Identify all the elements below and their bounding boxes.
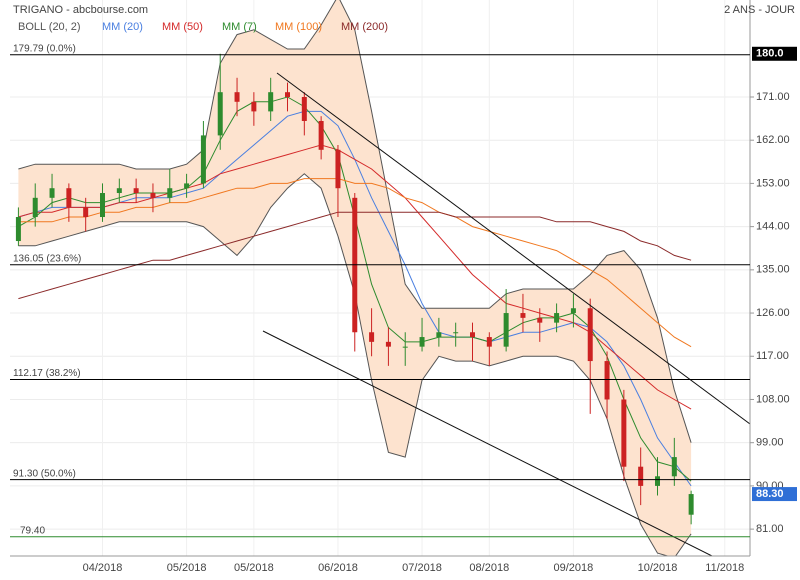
y-tick-label: 162.00: [756, 134, 790, 146]
candle-body: [32, 197, 38, 218]
legend-label: MM (50): [162, 21, 203, 33]
bollinger-upper: [18, 0, 692, 443]
axes: 81.0090.0099.00108.00117.00126.00135.001…: [83, 46, 797, 574]
candle-body: [49, 188, 55, 198]
x-tick-label: 10/2018: [638, 562, 678, 574]
candle-body: [604, 361, 610, 400]
moving-average: [18, 144, 692, 410]
candle-body: [217, 92, 223, 136]
candle-body: [671, 457, 677, 477]
candle-body: [369, 332, 375, 342]
candle-body: [167, 188, 173, 198]
last-price-badge: [752, 487, 797, 502]
y-tick-label: 108.00: [756, 393, 790, 405]
candle-body: [688, 494, 694, 515]
y-tick-label: 144.00: [756, 221, 790, 233]
legend-label: MM (20): [102, 21, 143, 33]
candle-body: [234, 92, 240, 102]
trend-line: [262, 330, 713, 556]
candle-body: [402, 346, 408, 348]
candle-body: [655, 476, 660, 486]
candle-body: [184, 183, 190, 189]
candle-body: [268, 92, 274, 112]
legend-label: MM (200): [341, 21, 388, 33]
y-tick-label: 171.00: [756, 91, 790, 103]
last-price-badge-label: 88.30: [756, 488, 784, 500]
legend-label: MM (7): [222, 21, 257, 33]
candle-body: [116, 188, 122, 194]
candle-body: [66, 188, 72, 208]
candle-body: [638, 466, 644, 486]
candle-body: [251, 101, 257, 112]
candle-body: [520, 313, 526, 318]
trend-line: [276, 72, 750, 425]
fib-label: 136.05 (23.6%): [13, 253, 81, 264]
legend-label: BOLL (20, 2): [18, 21, 81, 33]
trend-lines: [262, 72, 750, 556]
x-tick-label: 07/2018: [402, 562, 442, 574]
y-tick-label: 81.00: [756, 523, 784, 535]
candle-body: [453, 332, 459, 334]
x-tick-label: 04/2018: [83, 562, 123, 574]
candle-body: [200, 135, 206, 184]
fib-label: 112.17 (38.2%): [13, 368, 81, 379]
candle-body: [301, 96, 307, 121]
candle-body: [503, 313, 509, 347]
x-tick-label: 08/2018: [469, 562, 509, 574]
candle-body: [537, 317, 543, 323]
fib-label: 79.40: [20, 525, 45, 536]
y-tick-label: 135.00: [756, 264, 790, 276]
candle-body: [621, 399, 627, 467]
candle-body: [285, 92, 290, 97]
y-tick-label: 117.00: [756, 350, 789, 362]
candle-body: [385, 341, 391, 347]
fib-label: 179.79 (0.0%): [13, 43, 76, 54]
chart-title: TRIGANO - abcbourse.com: [13, 4, 148, 16]
candle-body: [83, 207, 89, 218]
max-price-badge-label: 180.0: [756, 48, 784, 60]
candle-body: [150, 193, 156, 198]
candle-body: [100, 193, 105, 218]
x-tick-label: 05/2018: [167, 562, 207, 574]
legend: BOLL (20, 2) MM (20) MM (50) MM (7) MM (100)…: [18, 21, 388, 33]
candle-body: [436, 332, 442, 338]
x-tick-label: 06/2018: [318, 562, 358, 574]
candle-body: [587, 308, 593, 362]
chart-subtitle: 2 ANS - JOUR: [724, 4, 795, 16]
candle-body: [15, 217, 21, 242]
y-tick-label: 153.00: [756, 177, 790, 189]
legend-label: MM (100): [275, 21, 322, 33]
x-tick-label: 11/2018: [705, 562, 744, 574]
candle-body: [554, 313, 560, 323]
fib-label: 91.30 (50.0%): [13, 468, 76, 479]
candle-body: [335, 149, 341, 189]
candle-body: [470, 332, 475, 338]
candle-body: [570, 308, 576, 314]
moving-average: [18, 178, 692, 348]
y-tick-label: 126.00: [756, 307, 790, 319]
x-tick-label: 09/2018: [554, 562, 594, 574]
candle-body: [419, 337, 425, 347]
candle-body: [133, 188, 139, 194]
candle-body: [486, 337, 492, 347]
x-tick-label: 05/2018: [234, 562, 274, 574]
y-tick-label: 99.00: [756, 437, 784, 449]
max-price-badge: [752, 46, 797, 61]
candle-body: [318, 120, 324, 150]
